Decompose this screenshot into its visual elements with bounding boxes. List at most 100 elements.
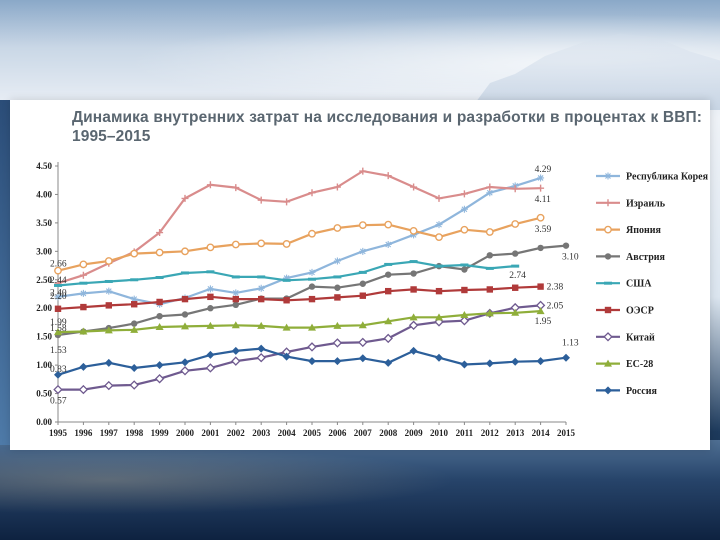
series-6: [53, 300, 546, 395]
data-point: [537, 184, 545, 192]
value-label: 2.38: [547, 283, 564, 293]
data-point: [435, 264, 443, 268]
value-label: 2.20: [50, 292, 67, 302]
y-tick-label: 1.00: [36, 360, 52, 370]
data-point: [511, 220, 520, 228]
data-point: [181, 194, 189, 202]
data-point: [333, 224, 342, 232]
legend-label: Израиль: [626, 198, 666, 209]
series-4: [54, 260, 520, 287]
data-point: [308, 229, 316, 238]
data-point: [358, 321, 367, 329]
data-point: [206, 243, 215, 252]
data-point: [283, 274, 291, 282]
data-point: [54, 293, 62, 301]
data-point: [512, 250, 519, 257]
data-point: [333, 275, 342, 279]
series-2: [54, 213, 545, 275]
data-point: [257, 196, 265, 204]
data-point: [486, 252, 493, 259]
legend-swatch-marker: [604, 359, 612, 367]
data-point: [79, 289, 87, 297]
x-tick-label: 1999: [151, 428, 170, 438]
series-line: [57, 285, 541, 310]
data-point: [358, 337, 368, 348]
data-point: [130, 325, 139, 333]
data-point: [79, 327, 88, 335]
data-point: [129, 380, 139, 390]
data-point: [435, 353, 443, 362]
data-point: [207, 305, 214, 312]
data-point: [231, 346, 240, 355]
data-point: [384, 317, 393, 325]
series-line: [57, 169, 541, 285]
data-point: [180, 366, 190, 376]
data-point: [131, 320, 138, 327]
data-point: [384, 358, 393, 367]
data-point: [130, 249, 139, 258]
legend-swatch-marker: [603, 332, 613, 342]
data-point: [156, 298, 163, 306]
x-tick-label: 2015: [557, 428, 576, 438]
data-point: [181, 271, 189, 275]
data-point: [435, 221, 443, 229]
series-line: [57, 310, 541, 334]
data-point: [258, 295, 265, 303]
series-line: [57, 216, 541, 272]
data-point: [232, 184, 240, 192]
legend-swatch-marker: [604, 199, 612, 207]
data-point: [231, 240, 240, 249]
value-label: 0.57: [50, 397, 67, 407]
series-5: [54, 283, 544, 312]
data-point: [410, 286, 417, 293]
data-point: [334, 294, 341, 301]
data-point: [536, 357, 545, 366]
legend-swatch-marker: [604, 281, 612, 285]
data-point: [359, 167, 367, 175]
data-point: [333, 357, 342, 366]
data-point: [282, 323, 291, 331]
data-point: [358, 221, 367, 230]
data-point: [53, 384, 63, 395]
data-point: [460, 360, 469, 369]
data-point: [410, 231, 418, 239]
data-point: [485, 359, 494, 368]
data-point: [358, 354, 367, 363]
data-point: [282, 240, 291, 248]
series-0: [54, 174, 545, 308]
data-point: [231, 356, 241, 366]
legend-label: Россия: [626, 386, 657, 397]
data-point: [384, 220, 393, 229]
x-tick-label: 2008: [379, 428, 398, 438]
x-tick-label: 2012: [481, 428, 500, 438]
chart-title: Динамика внутренних затрат на исследован…: [72, 109, 702, 145]
x-tick-label: 2001: [201, 428, 220, 438]
y-tick-label: 4.50: [36, 161, 52, 171]
series-line: [57, 260, 516, 287]
data-point: [461, 266, 468, 273]
legend-label: Республика Корея: [626, 172, 709, 183]
y-tick-label: 1.50: [36, 332, 52, 342]
data-point: [130, 363, 139, 372]
data-point: [486, 286, 493, 293]
data-point: [485, 309, 494, 317]
x-tick-label: 2000: [176, 428, 195, 438]
data-point: [54, 305, 62, 312]
data-point: [511, 185, 519, 193]
line-chart: 0.00 0.50 1.00 1.50 2.00 2.50 3.00 3.50 4.00 4.50…: [36, 161, 709, 438]
data-point: [104, 326, 113, 334]
legend: Республика Корея Израиль Япония Австрия США О…: [596, 172, 709, 397]
data-point: [511, 308, 520, 316]
data-point: [385, 271, 392, 278]
x-tick-label: 2004: [278, 428, 297, 438]
x-tick-label: 2010: [430, 428, 449, 438]
data-point: [485, 266, 494, 270]
legend-item: США: [596, 279, 652, 290]
data-point: [409, 260, 418, 264]
data-point: [104, 358, 113, 367]
data-point: [359, 280, 366, 287]
data-point: [232, 301, 239, 309]
data-point: [181, 311, 189, 318]
data-point: [435, 287, 443, 295]
series-1: [54, 167, 545, 287]
